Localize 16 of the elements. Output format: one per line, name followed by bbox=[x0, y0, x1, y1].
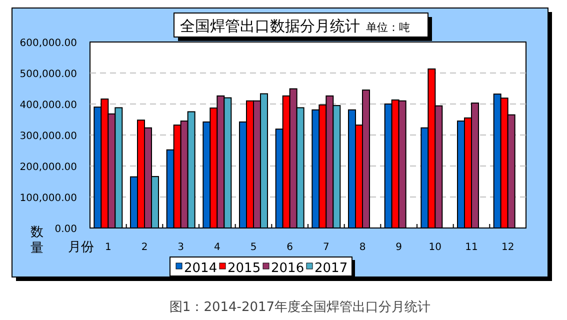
y-tick-label: 300,000.00 bbox=[20, 131, 77, 142]
legend-label: 2016 bbox=[271, 261, 304, 276]
y-tick-label: 0.00 bbox=[54, 224, 77, 235]
legend-label: 2017 bbox=[314, 261, 348, 276]
y-tick-label: 200,000.00 bbox=[20, 162, 77, 173]
y-tick-label: 600,000.00 bbox=[20, 38, 77, 49]
x-axis-title: 月份 bbox=[68, 240, 94, 255]
caption: 图1：2014-2017年度全国焊管出口分月统计 bbox=[169, 299, 431, 315]
y-tick-label: 100,000.00 bbox=[20, 193, 77, 204]
chart-title: 全国焊管出口数据分月统计 bbox=[180, 17, 360, 35]
chart-subtitle: 单位：吨 bbox=[366, 21, 410, 34]
y-tick-label: 400,000.00 bbox=[20, 100, 77, 111]
legend-label: 2015 bbox=[228, 261, 261, 276]
legend-label: 2014 bbox=[184, 261, 218, 276]
y-tick-label: 500,000.00 bbox=[20, 69, 77, 80]
y-axis-title: 数量 bbox=[30, 225, 44, 256]
